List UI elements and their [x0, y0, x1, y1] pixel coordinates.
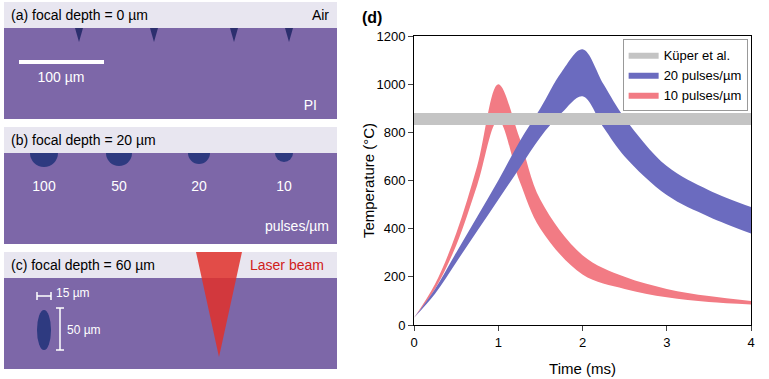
svg-text:0: 0 [398, 318, 405, 333]
svg-text:(d): (d) [362, 9, 382, 26]
svg-text:200: 200 [384, 269, 406, 284]
svg-text:20: 20 [191, 178, 207, 194]
svg-text:10: 10 [276, 178, 292, 194]
svg-text:Laser beam: Laser beam [250, 257, 324, 273]
svg-text:100 µm: 100 µm [38, 69, 85, 85]
svg-text:pulses/µm: pulses/µm [265, 218, 329, 234]
svg-text:1000: 1000 [376, 77, 405, 92]
svg-text:4: 4 [747, 335, 754, 350]
svg-text:Time (ms): Time (ms) [549, 360, 616, 377]
svg-text:1: 1 [495, 335, 502, 350]
svg-text:Temperature (°C): Temperature (°C) [360, 123, 377, 238]
svg-text:PI: PI [304, 97, 317, 113]
svg-text:20 pulses/µm: 20 pulses/µm [664, 68, 742, 83]
svg-text:10 pulses/µm: 10 pulses/µm [664, 88, 742, 103]
svg-text:600: 600 [384, 173, 406, 188]
svg-text:3: 3 [663, 335, 670, 350]
svg-text:800: 800 [384, 125, 406, 140]
svg-text:400: 400 [384, 221, 406, 236]
svg-text:0: 0 [410, 335, 417, 350]
svg-text:100: 100 [32, 178, 56, 194]
svg-text:50: 50 [111, 178, 127, 194]
svg-text:15 µm: 15 µm [56, 286, 90, 300]
svg-text:(b) focal depth = 20 µm: (b) focal depth = 20 µm [11, 132, 156, 148]
svg-text:2: 2 [579, 335, 586, 350]
svg-text:1200: 1200 [376, 29, 405, 44]
svg-text:Air: Air [312, 7, 329, 23]
svg-text:(c) focal depth = 60 µm: (c) focal depth = 60 µm [11, 257, 155, 273]
svg-text:Küper et al.: Küper et al. [664, 48, 731, 63]
svg-text:(a) focal depth = 0 µm: (a) focal depth = 0 µm [11, 7, 148, 23]
svg-text:50 µm: 50 µm [67, 323, 101, 337]
